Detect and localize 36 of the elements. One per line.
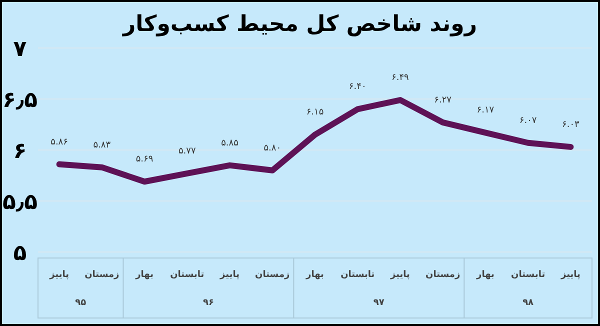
ytick: ۶٫۵ [2, 88, 38, 113]
data-label: ۶.۱۷ [476, 106, 494, 116]
xtick: زمستان [84, 270, 120, 280]
xtick: بهار [476, 270, 494, 280]
ytick: ۷ [13, 37, 27, 62]
xtick: پاییز [50, 270, 70, 280]
ytick: ۶ [13, 139, 27, 164]
xtick: بهار [136, 270, 154, 280]
xtick: تابستان [340, 270, 375, 280]
data-label: ۶.۴۹ [392, 73, 409, 84]
ytick: ۵٫۵ [2, 190, 38, 215]
ytick: ۵ [13, 241, 27, 266]
xtick: زمستان [426, 270, 460, 280]
annotation: ۹۶ [202, 298, 214, 308]
data-label: ۵.۶۹ [136, 154, 154, 165]
xtick: تابستان [170, 270, 204, 280]
xtick: بهار [306, 270, 324, 280]
data-label: ۵.۸۶ [50, 137, 68, 148]
data-label: ۶.۰۳ [562, 120, 580, 130]
annotation: ۹۸ [522, 298, 534, 308]
xtick: پاییز [390, 270, 410, 280]
data-label: ۶.۴۰ [348, 82, 366, 92]
annotation: ۹۷ [373, 298, 384, 308]
xtick: پاییز [560, 270, 580, 280]
data-label: ۶.۱۵ [306, 108, 324, 118]
data-label: ۵.۸۳ [93, 140, 111, 150]
xtick: تابستان [511, 270, 546, 280]
data-label: ۶.۲۷ [434, 95, 452, 106]
xtick: پاییز [220, 270, 240, 280]
data-label: ۵.۸۰ [264, 143, 282, 154]
title: روند شاخص کل محیط کسب‌وکار [122, 12, 478, 37]
data-label: ۵.۸۵ [221, 138, 238, 148]
data-label: ۵.۷۷ [178, 146, 196, 156]
data-label: ۶.۰۷ [519, 116, 537, 126]
xtick: زمستان [255, 270, 290, 280]
annotation: ۹۵ [75, 298, 86, 308]
